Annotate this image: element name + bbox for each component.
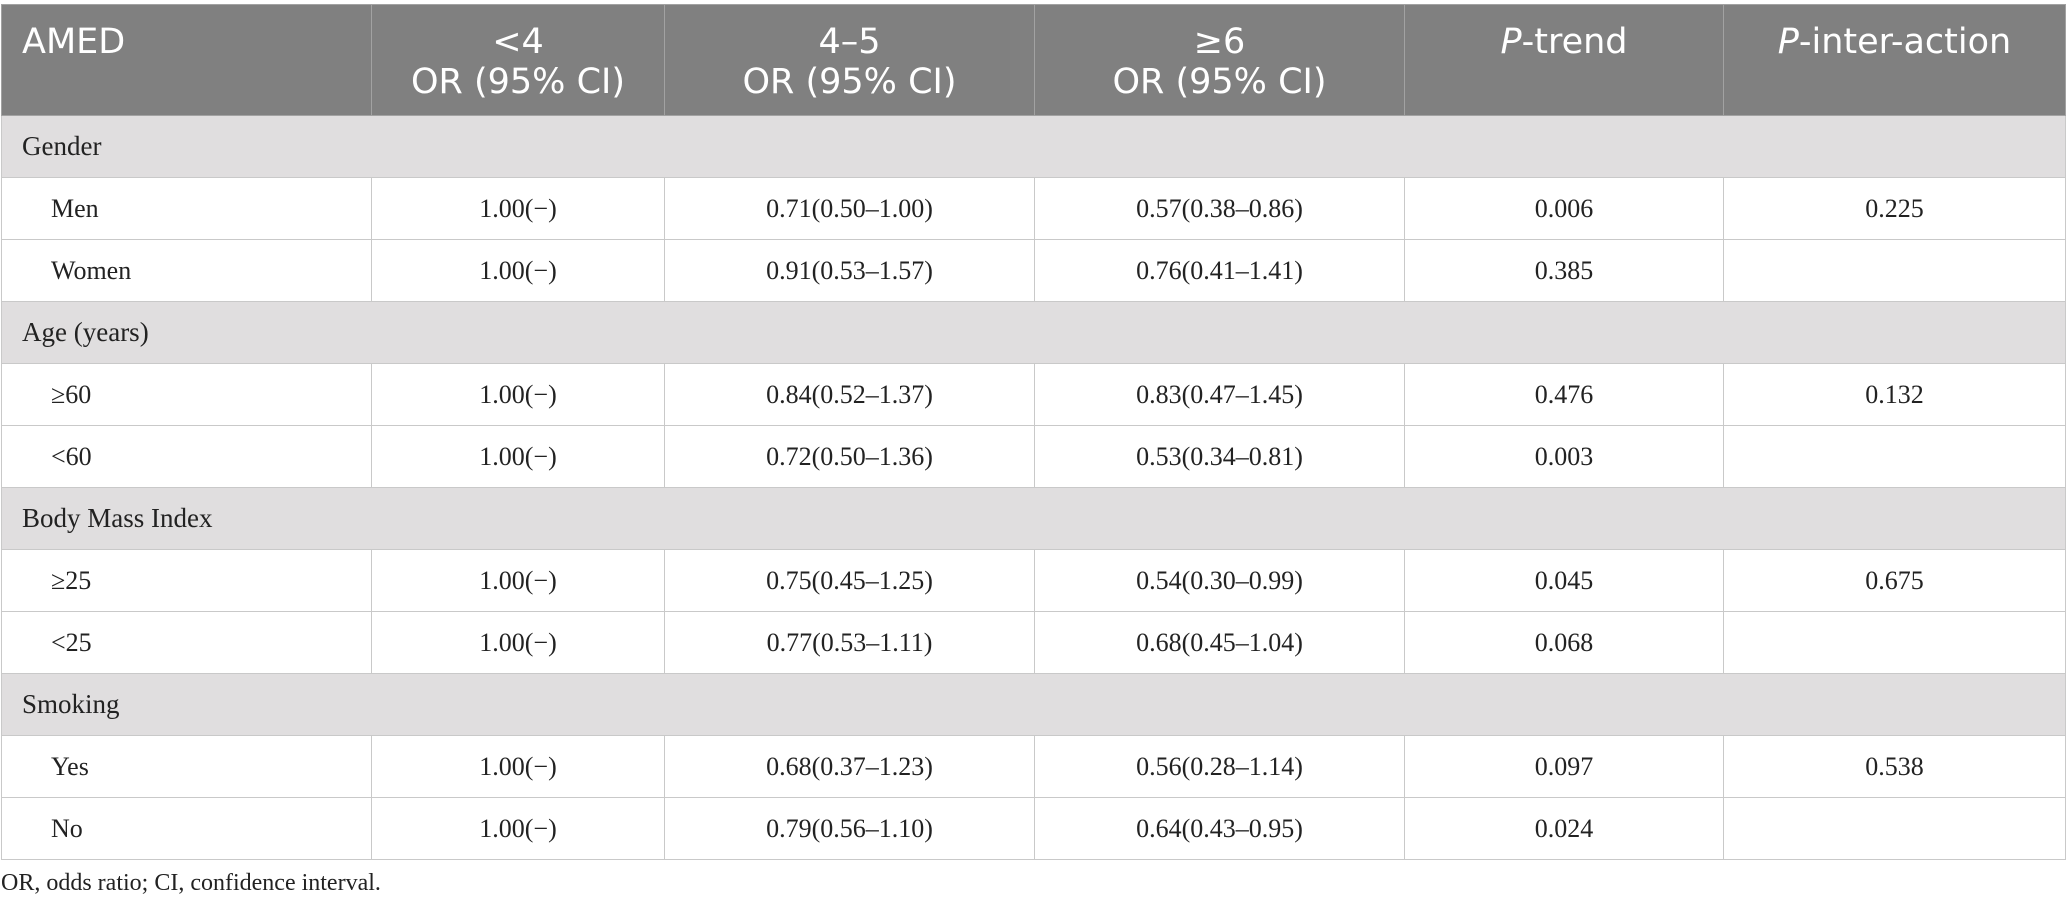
- header-ge6: ≥6 OR (95% CI): [1034, 4, 1405, 116]
- or-4-5-cell: 0.77(0.53–1.11): [664, 611, 1035, 674]
- or-4-5-cell: 0.71(0.50–1.00): [664, 177, 1035, 240]
- p-interaction-cell: 0.538: [1723, 735, 2066, 798]
- row-label: <60: [1, 425, 372, 488]
- row-label: Yes: [1, 735, 372, 798]
- p-trend-cell: 0.003: [1404, 425, 1724, 488]
- header-ge6-range: ≥6: [1193, 22, 1246, 62]
- header-p-trend-text: -trend: [1521, 22, 1628, 62]
- table-row: <25 1.00(−) 0.77(0.53–1.11) 0.68(0.45–1.04)…: [1, 611, 2066, 674]
- p-trend-cell: 0.024: [1404, 797, 1724, 860]
- or-lt4-cell: 1.00(−): [371, 735, 665, 798]
- or-ge6-cell: 0.83(0.47–1.45): [1034, 363, 1405, 426]
- p-trend-cell: 0.045: [1404, 549, 1724, 612]
- p-interaction-cell: [1723, 239, 2066, 302]
- or-4-5-cell: 0.68(0.37–1.23): [664, 735, 1035, 798]
- p-trend-cell: 0.097: [1404, 735, 1724, 798]
- or-lt4-cell: 1.00(−): [371, 425, 665, 488]
- or-4-5-cell: 0.91(0.53–1.57): [664, 239, 1035, 302]
- header-p-interaction-text: -inter-action: [1798, 22, 2012, 62]
- p-interaction-cell: [1723, 425, 2066, 488]
- header-p-trend-p: P: [1500, 22, 1522, 62]
- row-label: Women: [1, 239, 372, 302]
- table-row: Yes 1.00(−) 0.68(0.37–1.23) 0.56(0.28–1.14)…: [1, 735, 2066, 798]
- or-ge6-cell: 0.56(0.28–1.14): [1034, 735, 1405, 798]
- group-title: Gender: [1, 115, 2066, 178]
- group-row: Body Mass Index: [1, 487, 2066, 550]
- or-ge6-cell: 0.64(0.43–0.95): [1034, 797, 1405, 860]
- p-trend-cell: 0.385: [1404, 239, 1724, 302]
- table-footnote: OR, odds ratio; CI, confidence interval.: [1, 870, 381, 896]
- row-label: ≥60: [1, 363, 372, 426]
- or-lt4-cell: 1.00(−): [371, 797, 665, 860]
- group-title: Body Mass Index: [1, 487, 2066, 550]
- table-row: ≥60 1.00(−) 0.84(0.52–1.37) 0.83(0.47–1.45)…: [1, 363, 2066, 426]
- p-interaction-cell: [1723, 797, 2066, 860]
- header-row: AMED <4 OR (95% CI) 4–5 OR (95% CI) ≥6 O…: [1, 4, 2066, 116]
- row-label: <25: [1, 611, 372, 674]
- p-trend-cell: 0.068: [1404, 611, 1724, 674]
- or-ge6-cell: 0.54(0.30–0.99): [1034, 549, 1405, 612]
- row-label: Men: [1, 177, 372, 240]
- header-lt4-metric: OR (95% CI): [411, 62, 625, 102]
- p-trend-cell: 0.006: [1404, 177, 1724, 240]
- p-interaction-cell: 0.132: [1723, 363, 2066, 426]
- header-lt4-range: <4: [492, 22, 544, 62]
- row-label: No: [1, 797, 372, 860]
- row-label: ≥25: [1, 549, 372, 612]
- or-4-5-cell: 0.79(0.56–1.10): [664, 797, 1035, 860]
- header-amed: AMED: [1, 4, 372, 116]
- group-row: Age (years): [1, 301, 2066, 364]
- or-lt4-cell: 1.00(−): [371, 239, 665, 302]
- group-row: Smoking: [1, 673, 2066, 736]
- p-interaction-cell: 0.675: [1723, 549, 2066, 612]
- group-title: Smoking: [1, 673, 2066, 736]
- header-lt4: <4 OR (95% CI): [371, 4, 665, 116]
- header-4-5-range: 4–5: [818, 22, 881, 62]
- or-lt4-cell: 1.00(−): [371, 549, 665, 612]
- p-interaction-cell: [1723, 611, 2066, 674]
- table-row: <60 1.00(−) 0.72(0.50–1.36) 0.53(0.34–0.81)…: [1, 425, 2066, 488]
- header-ge6-metric: OR (95% CI): [1112, 62, 1327, 102]
- results-table: AMED <4 OR (95% CI) 4–5 OR (95% CI) ≥6 O…: [1, 4, 2066, 860]
- table-row: Women 1.00(−) 0.91(0.53–1.57) 0.76(0.41–1.4…: [1, 239, 2066, 302]
- header-4-5-metric: OR (95% CI): [742, 62, 957, 102]
- header-4-5: 4–5 OR (95% CI): [664, 4, 1035, 116]
- header-p-interaction-p: P: [1777, 22, 1799, 62]
- table-row: No 1.00(−) 0.79(0.56–1.10) 0.64(0.43–0.95) 0…: [1, 797, 2066, 860]
- header-p-trend: P-trend: [1404, 4, 1724, 116]
- or-lt4-cell: 1.00(−): [371, 177, 665, 240]
- or-ge6-cell: 0.53(0.34–0.81): [1034, 425, 1405, 488]
- header-p-interaction: P-inter-action: [1723, 4, 2066, 116]
- group-row: Gender: [1, 115, 2066, 178]
- or-4-5-cell: 0.84(0.52–1.37): [664, 363, 1035, 426]
- or-ge6-cell: 0.76(0.41–1.41): [1034, 239, 1405, 302]
- table-row: ≥25 1.00(−) 0.75(0.45–1.25) 0.54(0.30–0.99)…: [1, 549, 2066, 612]
- or-ge6-cell: 0.57(0.38–0.86): [1034, 177, 1405, 240]
- or-4-5-cell: 0.72(0.50–1.36): [664, 425, 1035, 488]
- p-interaction-cell: 0.225: [1723, 177, 2066, 240]
- p-trend-cell: 0.476: [1404, 363, 1724, 426]
- group-title: Age (years): [1, 301, 2066, 364]
- or-lt4-cell: 1.00(−): [371, 363, 665, 426]
- or-4-5-cell: 0.75(0.45–1.25): [664, 549, 1035, 612]
- or-ge6-cell: 0.68(0.45–1.04): [1034, 611, 1405, 674]
- table-row: Men 1.00(−) 0.71(0.50–1.00) 0.57(0.38–0.86)…: [1, 177, 2066, 240]
- or-lt4-cell: 1.00(−): [371, 611, 665, 674]
